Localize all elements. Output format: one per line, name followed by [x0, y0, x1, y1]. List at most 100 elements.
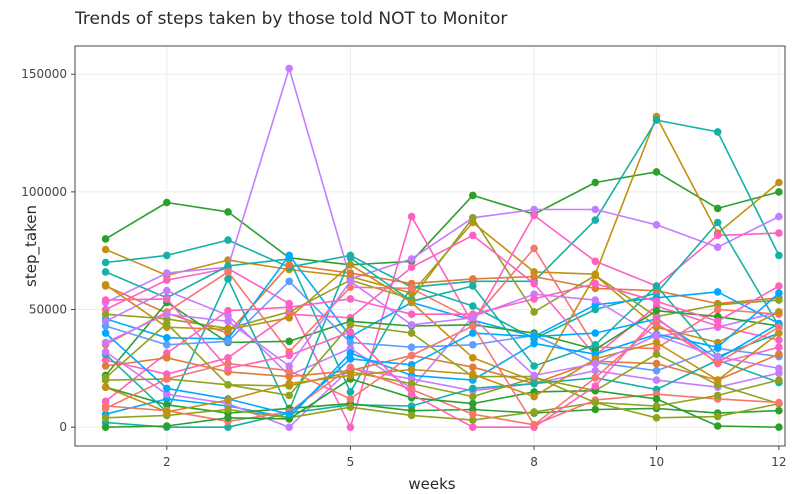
data-point[interactable] — [775, 343, 783, 352]
data-point[interactable] — [652, 297, 661, 306]
data-point[interactable] — [101, 362, 110, 370]
data-point[interactable] — [530, 272, 538, 281]
data-point[interactable] — [775, 289, 783, 297]
data-point[interactable] — [775, 423, 783, 432]
data-point[interactable] — [652, 350, 661, 359]
data-point[interactable] — [775, 212, 783, 221]
data-point[interactable] — [652, 344, 661, 353]
data-point[interactable] — [713, 305, 722, 314]
data-point[interactable] — [591, 279, 600, 288]
data-point[interactable] — [407, 298, 416, 307]
data-point[interactable] — [285, 261, 294, 269]
data-point[interactable] — [469, 302, 477, 310]
data-point[interactable] — [530, 362, 538, 370]
data-point[interactable] — [163, 390, 171, 399]
data-point[interactable] — [101, 383, 110, 392]
data-point[interactable] — [713, 288, 722, 296]
data-point[interactable] — [346, 253, 355, 262]
data-point[interactable] — [163, 401, 171, 409]
data-point[interactable] — [163, 276, 171, 284]
data-point[interactable] — [591, 329, 600, 337]
data-point[interactable] — [469, 392, 477, 401]
data-point[interactable] — [407, 284, 416, 293]
data-point[interactable] — [346, 328, 355, 336]
data-point[interactable] — [407, 329, 416, 337]
data-point[interactable] — [469, 363, 477, 372]
data-point[interactable] — [652, 314, 661, 322]
data-point[interactable] — [163, 310, 171, 319]
data-point[interactable] — [530, 211, 538, 220]
data-point[interactable] — [224, 381, 232, 389]
data-point[interactable] — [407, 390, 416, 399]
data-point[interactable] — [469, 231, 477, 240]
data-point[interactable] — [407, 310, 416, 319]
data-point[interactable] — [530, 295, 538, 303]
data-point[interactable] — [591, 382, 600, 390]
data-point[interactable] — [101, 322, 110, 330]
data-point[interactable] — [285, 410, 294, 419]
data-point[interactable] — [285, 351, 294, 360]
data-point[interactable] — [224, 268, 232, 276]
data-point[interactable] — [652, 402, 661, 410]
data-point[interactable] — [713, 128, 722, 136]
data-point[interactable] — [224, 405, 232, 414]
data-point[interactable] — [101, 268, 110, 276]
data-point[interactable] — [101, 281, 110, 289]
data-point[interactable] — [652, 221, 661, 229]
data-point[interactable] — [285, 379, 294, 388]
data-point[interactable] — [469, 423, 477, 432]
data-point[interactable] — [652, 306, 661, 315]
data-point[interactable] — [407, 351, 416, 360]
data-point[interactable] — [285, 391, 294, 400]
data-point[interactable] — [469, 275, 477, 283]
data-point[interactable] — [775, 336, 783, 344]
data-point[interactable] — [101, 258, 110, 267]
data-point[interactable] — [713, 352, 722, 361]
data-point[interactable] — [713, 391, 722, 400]
data-point[interactable] — [285, 362, 294, 370]
data-point[interactable] — [407, 263, 416, 272]
data-point[interactable] — [775, 251, 783, 260]
data-point[interactable] — [591, 405, 600, 414]
data-point[interactable] — [285, 64, 294, 73]
data-point[interactable] — [407, 365, 416, 374]
data-point[interactable] — [775, 178, 783, 187]
data-point[interactable] — [101, 310, 110, 319]
data-point[interactable] — [346, 321, 355, 329]
data-point[interactable] — [163, 269, 171, 277]
data-point[interactable] — [469, 329, 477, 337]
data-point[interactable] — [163, 422, 171, 430]
data-point[interactable] — [101, 245, 110, 254]
data-point[interactable] — [591, 205, 600, 214]
data-point[interactable] — [407, 321, 416, 329]
data-point[interactable] — [775, 364, 783, 373]
data-point[interactable] — [469, 314, 477, 322]
data-point[interactable] — [591, 178, 600, 187]
data-point[interactable] — [346, 371, 355, 380]
data-point[interactable] — [775, 350, 783, 359]
data-point[interactable] — [163, 319, 171, 328]
data-point[interactable] — [224, 275, 232, 283]
data-point[interactable] — [346, 269, 355, 277]
data-point[interactable] — [346, 395, 355, 403]
data-point[interactable] — [713, 358, 722, 367]
data-point[interactable] — [591, 216, 600, 224]
data-point[interactable] — [469, 370, 477, 379]
data-point[interactable] — [407, 379, 416, 388]
data-point[interactable] — [469, 399, 477, 408]
data-point[interactable] — [469, 384, 477, 393]
data-point[interactable] — [713, 376, 722, 384]
data-point[interactable] — [530, 308, 538, 316]
data-point[interactable] — [163, 384, 171, 393]
data-point[interactable] — [469, 416, 477, 424]
data-point[interactable] — [652, 366, 661, 375]
data-point[interactable] — [285, 303, 294, 312]
data-point[interactable] — [101, 414, 110, 422]
data-point[interactable] — [469, 322, 477, 330]
data-point[interactable] — [224, 423, 232, 432]
data-point[interactable] — [101, 329, 110, 337]
data-point[interactable] — [224, 359, 232, 368]
data-point[interactable] — [469, 410, 477, 419]
data-point[interactable] — [775, 398, 783, 407]
data-point[interactable] — [530, 421, 538, 429]
